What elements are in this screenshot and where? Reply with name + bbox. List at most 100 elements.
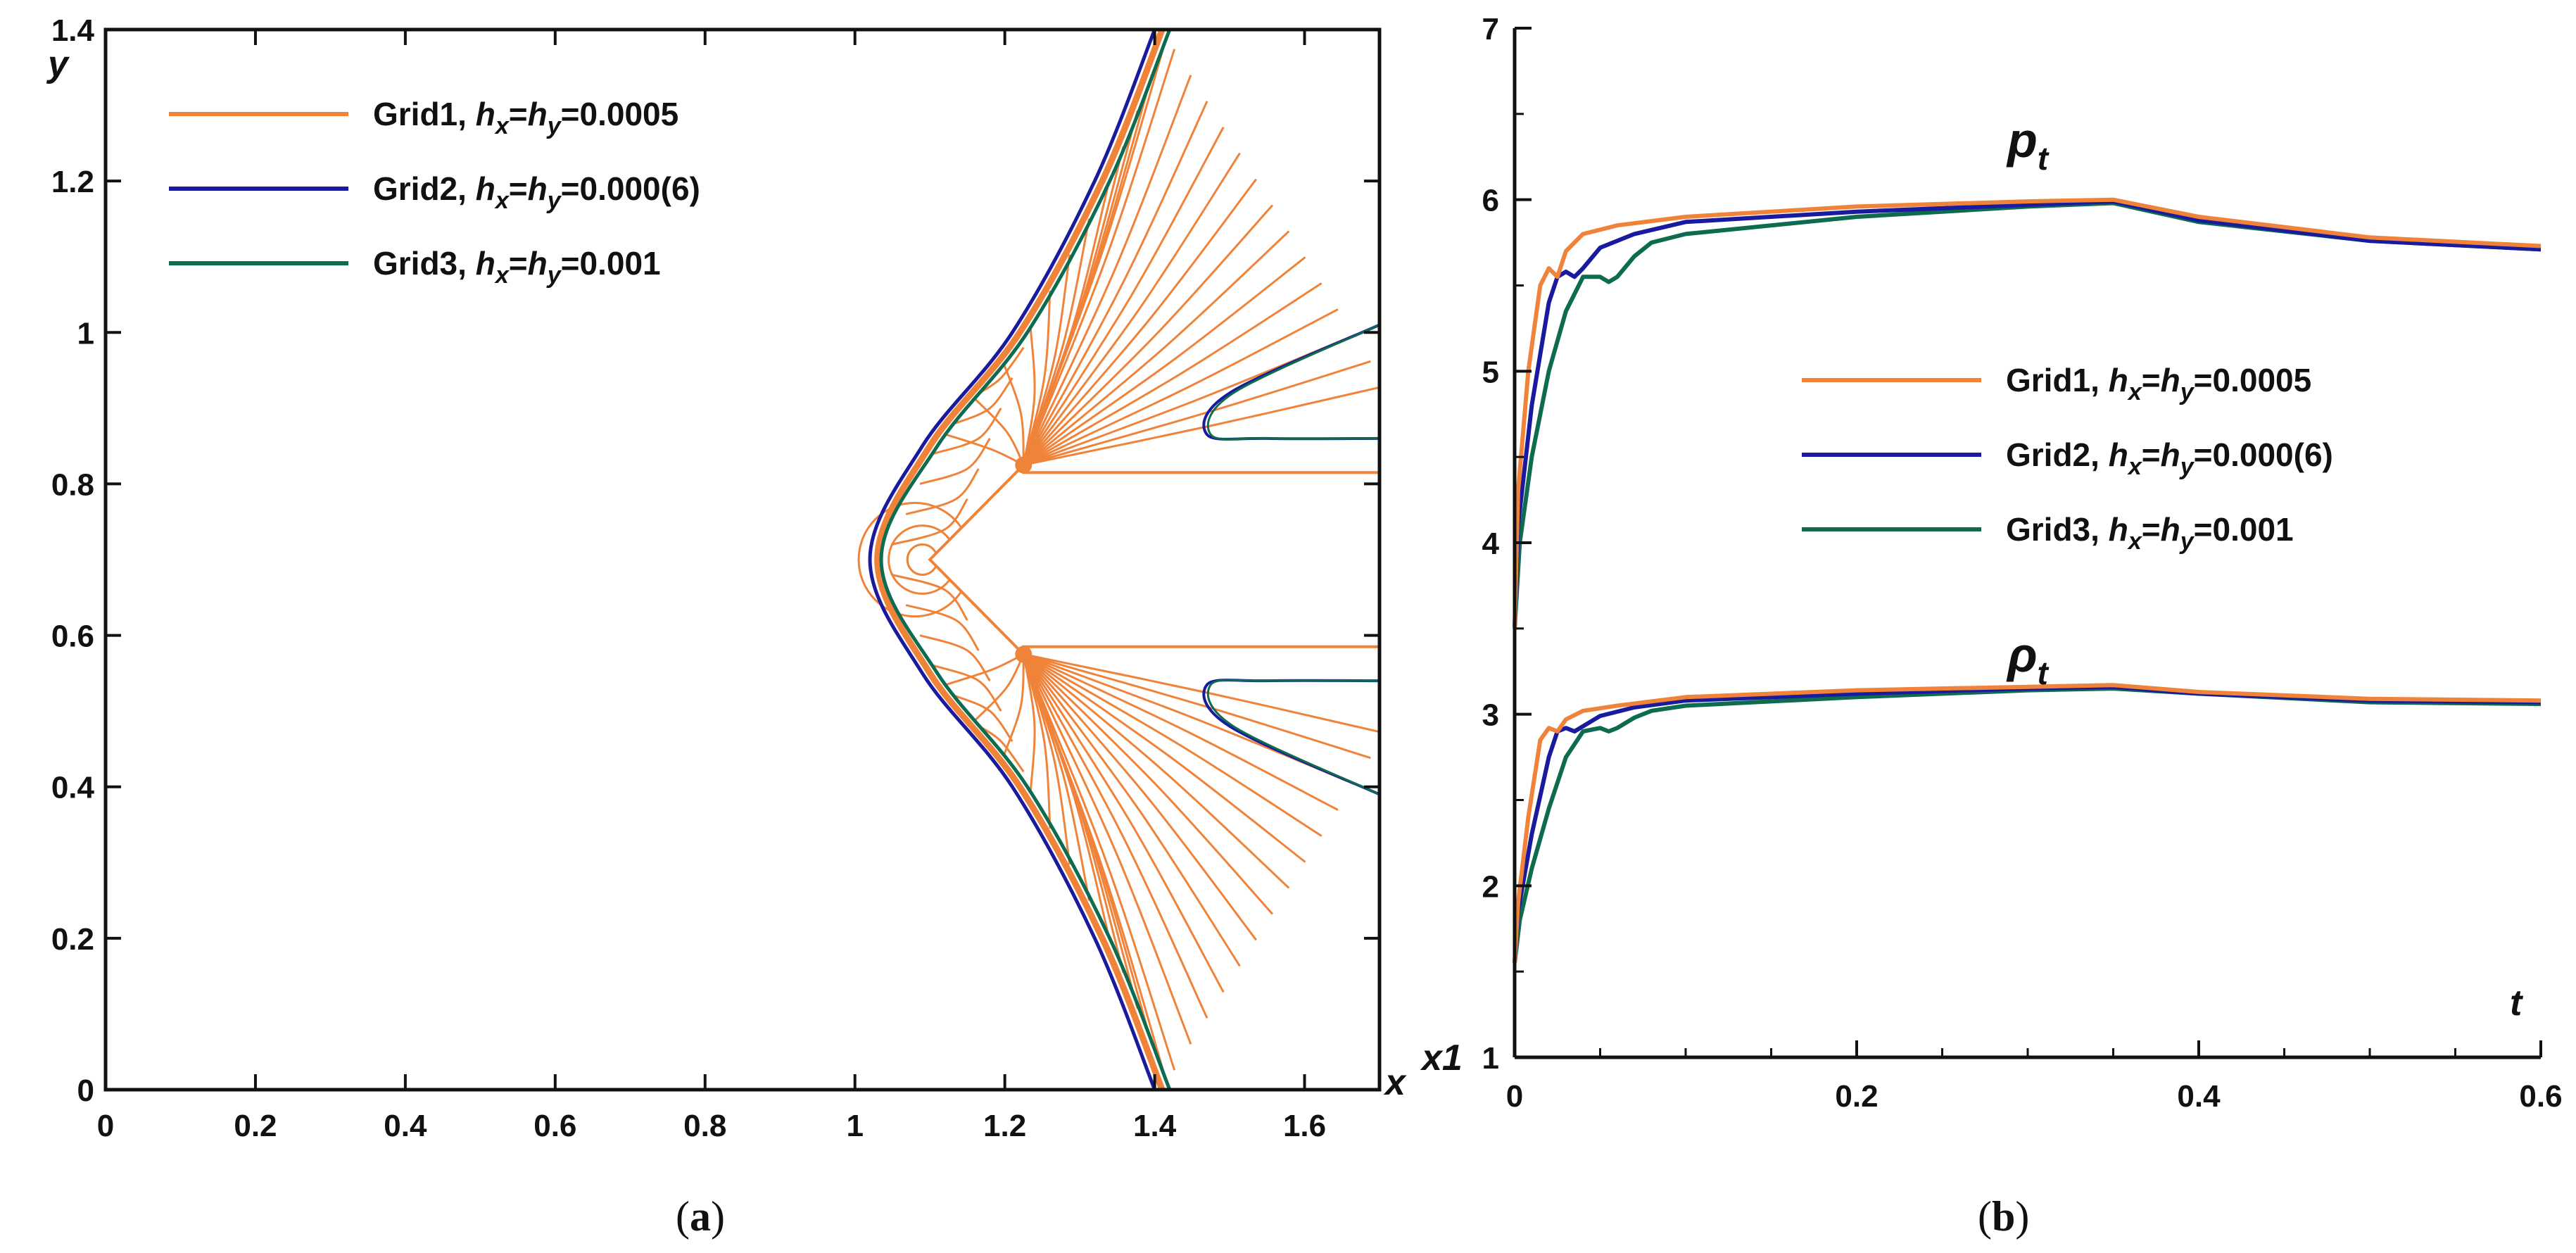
legend-label-grid2: Grid2, hx=hy=0.000(6) — [373, 170, 700, 214]
legend-var: h — [2161, 511, 2180, 548]
series-grid3-p_t — [1513, 201, 2542, 629]
legend-var: h — [2109, 511, 2128, 548]
legend-eq: = — [509, 96, 528, 132]
legend-eq: = — [2194, 362, 2213, 398]
contour-line — [1023, 178, 1257, 466]
y-tick-label: 4 — [1482, 527, 1500, 561]
panel-a-caption-letter: a — [690, 1193, 711, 1240]
x-tick-label: 1.2 — [983, 1109, 1026, 1143]
contour-line — [933, 408, 1002, 455]
panel-b-xlabel: t — [2510, 983, 2524, 1024]
annotation-p-t: pt — [2006, 113, 2050, 177]
panel-a-xlabel: x — [1383, 1062, 1407, 1103]
series-grid3-rho_t — [1513, 686, 2542, 964]
legend-sub: y — [546, 262, 562, 289]
contour-line — [1022, 653, 1176, 1071]
contour-line — [1022, 653, 1192, 1045]
y-tick-label: 5 — [1482, 355, 1499, 389]
legend-eq: = — [2194, 511, 2213, 548]
corner-fan-center — [1015, 646, 1033, 663]
legend-var: h — [476, 96, 495, 132]
legend-label-grid3: Grid3, hx=hy=0.001 — [2006, 511, 2294, 555]
contour-line — [905, 468, 980, 515]
contour-line — [1022, 101, 1208, 466]
contour-line — [1023, 653, 1339, 811]
panel-a-contour-plot: 0 0.2 0.4 0.6 0.8 1 1.2 1.4 1.6 0 0.2 0.4 0.6 0.8 1 1.2… — [46, 13, 1407, 1240]
contour-line — [1022, 653, 1168, 1081]
legend-label-grid1: Grid1, hx=hy=0.0005 — [2006, 362, 2311, 405]
contour-line — [1022, 75, 1192, 466]
y-tick-label: 1 — [77, 316, 94, 351]
panel-b-axis-multiplier: x1 — [1420, 1038, 1463, 1078]
legend-var: h — [528, 96, 548, 132]
legend-sub: y — [546, 113, 562, 139]
contour-line — [1022, 654, 1036, 793]
legend-eq: = — [2142, 511, 2161, 548]
legend-var: h — [2109, 362, 2128, 398]
legend-grid-name: Grid3, — [2006, 511, 2109, 548]
contour-line — [974, 653, 1025, 722]
y-tick-label: 0.6 — [51, 619, 94, 654]
legend-sub: x — [494, 262, 510, 289]
x-tick-label: 0.4 — [384, 1109, 427, 1143]
legend-eq: = — [561, 170, 580, 207]
contour-line — [1023, 653, 1306, 863]
contour-line — [1023, 230, 1290, 466]
contour-line — [891, 574, 968, 621]
series-grid2-rho_t — [1513, 684, 2542, 964]
panel-b-caption-letter: b — [1992, 1193, 2015, 1240]
contour-line — [1023, 256, 1306, 466]
legend-label-grid1: Grid1, hx=hy=0.0005 — [373, 96, 678, 139]
y-tick-label: 0.2 — [51, 922, 94, 957]
contour-line — [1023, 653, 1290, 889]
contour-line — [1023, 204, 1274, 466]
panel-a-contour-lines — [857, 30, 1379, 1090]
legend-spacing-value: 0.001 — [580, 245, 661, 282]
legend-sub: x — [2127, 528, 2143, 555]
contour-fan-lines — [946, 38, 1379, 1081]
legend-var: h — [476, 245, 495, 282]
legend-var: h — [2161, 436, 2180, 473]
x-tick-label: 1.6 — [1283, 1109, 1326, 1143]
legend-sub: y — [2179, 379, 2195, 405]
contour-line — [1023, 282, 1322, 466]
legend-grid-name: Grid3, — [373, 245, 476, 282]
legend-sub: y — [546, 187, 562, 214]
legend-sub: x — [494, 113, 510, 139]
legend-var: h — [528, 245, 548, 282]
y-tick-label: 0 — [77, 1073, 94, 1108]
contour-line — [919, 634, 991, 681]
contour-line — [1023, 653, 1225, 993]
y-tick-label: 2 — [1482, 869, 1499, 904]
legend-grid-name: Grid2, — [373, 170, 476, 207]
contour-line — [1023, 653, 1241, 967]
panel-b-caption: (b) — [1978, 1193, 2029, 1240]
y-tick-label: 0.4 — [51, 771, 95, 805]
panel-b-axes: 1 2 3 4 5 6 7 0 0.2 0.4 0.6 — [1482, 12, 2563, 1114]
legend-var: h — [2109, 436, 2128, 473]
legend-spacing-value: 0.000(6) — [580, 170, 700, 207]
series-grid2-p_t — [1513, 199, 2542, 629]
panel-a-ylabel: y — [46, 44, 70, 84]
x-tick-label: 0 — [97, 1109, 114, 1143]
bow-shock-grid2 — [868, 30, 1156, 1090]
legend-eq: = — [2194, 436, 2213, 473]
legend-var: h — [2161, 362, 2180, 398]
contour-line — [1002, 654, 1025, 757]
legend-var: h — [476, 170, 495, 207]
contour-line — [1023, 653, 1322, 837]
legend-grid-name: Grid2, — [2006, 436, 2109, 473]
contour-line — [1023, 308, 1339, 466]
legend-sub: x — [2127, 379, 2143, 405]
x-tick-label: 1 — [846, 1109, 863, 1143]
contour-line — [1022, 326, 1036, 465]
legend-sub: y — [2179, 528, 2195, 555]
x-tick-label: 0.4 — [2177, 1079, 2221, 1114]
contour-line — [905, 604, 980, 651]
bow-shock-grid1 — [874, 30, 1166, 1090]
y-tick-label: 1.2 — [51, 165, 94, 199]
legend-grid-name: Grid1, — [2006, 362, 2109, 398]
contour-line — [1002, 362, 1025, 465]
contour-line — [933, 665, 1002, 712]
